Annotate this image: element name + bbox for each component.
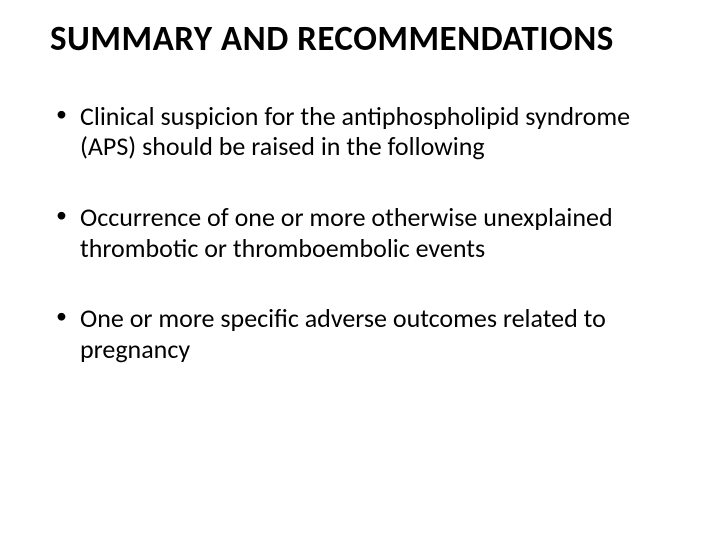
bullet-list: Clinical suspicion for the antiphospholi… xyxy=(50,101,670,365)
bullet-item: Occurrence of one or more otherwise unex… xyxy=(50,202,670,263)
slide-title: SUMMARY AND RECOMMENDATIONS xyxy=(50,20,670,59)
bullet-item: One or more specific adverse outcomes re… xyxy=(50,303,670,364)
bullet-item: Clinical suspicion for the antiphospholi… xyxy=(50,101,670,162)
